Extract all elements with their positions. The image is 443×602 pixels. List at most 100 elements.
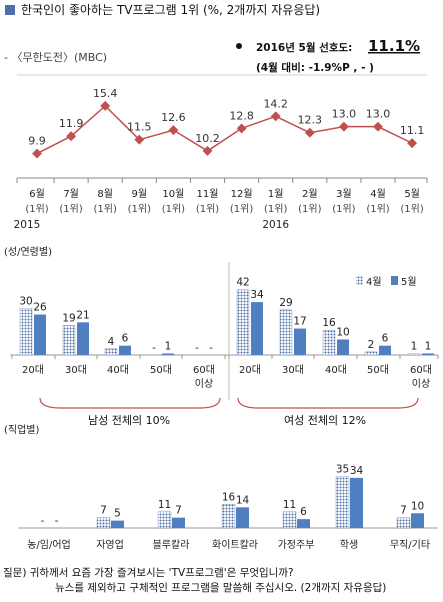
preference-text: 2016년 5월 선호도: [256,41,352,54]
bar-label-may: 26 [33,302,47,314]
bar-may [411,513,424,528]
series-line [36,104,413,155]
x-tick-label: 40대 [325,364,347,376]
x-tick-label: 자영업 [96,538,124,551]
preference-bullet [236,43,242,49]
data-point [338,121,349,132]
legend-may-swatch [391,276,398,285]
male-bracket [39,397,221,409]
x-tick-label: 20대 [22,364,44,376]
bar-may [379,345,391,355]
bar-april [407,353,421,356]
data-label: 11.9 [59,117,84,130]
x-tick-label-month: 12월 [231,188,253,200]
bar-label-april: 30 [19,295,32,307]
data-point [134,134,145,145]
bar-label-may: 21 [76,309,89,321]
bar-may [297,519,310,528]
x-tick-label-month: 2월 [302,188,318,200]
bar-label-april: 2 [368,339,375,351]
data-point [407,138,418,149]
data-label: 14.2 [263,97,288,110]
bar-april [157,511,172,529]
x-tick-label-year: 2016 [262,219,289,231]
bar-label-may: 34 [350,465,364,477]
female-bracket [237,397,419,409]
bar-may [77,322,89,355]
bar-april [221,504,236,529]
group-label-male: 남성 전체의 10% [88,414,170,427]
x-tick-label: 농/임/어업 [27,538,71,551]
x-tick-label: 이상 [195,378,213,390]
data-label: 13.0 [332,108,357,121]
x-tick-label-rank: (1위) [332,202,355,215]
bar-april [282,511,297,529]
footer-line-2: 뉴스를 제외하고 구체적인 프로그램을 말씀해 주십시오. (2개까지 자유응답… [55,582,387,594]
bar-label-april: 11 [158,499,171,511]
data-point [168,125,179,136]
x-tick-label-rank: (1위) [196,202,219,215]
data-label: 11.1 [400,124,425,137]
x-tick-label-rank: (1위) [59,202,82,215]
data-point [202,145,213,156]
bar-label-may: 17 [293,316,306,328]
bar-label-april: 7 [100,505,107,517]
data-point [100,100,111,111]
x-tick-label-rank: (1위) [94,202,117,215]
bar-may [337,339,349,355]
bar-label-april: 16 [322,317,336,329]
bar-april [279,309,293,356]
data-point [66,131,77,142]
x-tick-label: 학생 [340,539,358,551]
bar-label-may: 10 [336,326,349,338]
bar-april [96,517,111,529]
data-label: 12.3 [298,114,323,127]
x-tick-label-rank: (1위) [400,202,423,215]
x-tick-label-rank: (1위) [162,202,185,215]
bar-april [322,329,336,356]
change-text: (4월 대비: -1.9%P , - ) [256,61,374,74]
bar-label-april: - [152,342,156,354]
bar-label-may: 1 [165,340,172,352]
x-tick-label-month: 1월 [268,188,284,200]
x-tick-label-year: 2015 [14,219,41,231]
bar-april [236,289,250,356]
x-tick-label-rank: (1위) [264,202,287,215]
bar-label-may: - [209,342,213,354]
x-tick-label-month: 3월 [336,188,352,200]
legend-april-swatch [356,276,363,285]
preference-value: 11.1% [368,37,420,55]
bar-label-april: - [41,515,45,527]
bar-label-april: 35 [336,463,349,475]
x-tick-label: 30대 [282,364,304,376]
bar-may [172,517,185,528]
data-point [236,123,247,134]
bar-label-april: 1 [411,340,418,352]
bar-may [422,353,434,355]
data-label: 9.9 [28,135,46,148]
legend-april-label: 4월 [366,276,382,288]
bar-label-may: 6 [382,333,389,345]
bar-may [236,507,249,528]
x-tick-label-rank: (1위) [230,202,253,215]
x-tick-label: 40대 [107,364,129,376]
x-tick-label: 50대 [367,364,389,376]
x-tick-label-month: 7월 [63,188,79,200]
bar-label-april: 7 [400,505,407,517]
bar-label-april: 4 [108,336,115,348]
x-tick-label: 50대 [150,364,172,376]
data-label: 13.0 [366,108,391,121]
data-label: 11.5 [127,121,152,134]
x-tick-label-rank: (1위) [128,202,151,215]
x-tick-label-month: 8월 [97,188,113,200]
bar-label-april: 16 [222,491,236,503]
bar-label-may: 6 [122,333,129,345]
footer-question: 질문) 귀하께서 요즘 가장 즐겨보시는 'TV프로그램'은 무엇입니까? 뉴스… [3,566,443,596]
bar-label-may: 6 [300,506,307,518]
bar-may [34,314,46,355]
section-occupation: (직업별) [4,423,40,436]
data-label: 12.6 [161,111,186,124]
bar-april [335,476,350,529]
